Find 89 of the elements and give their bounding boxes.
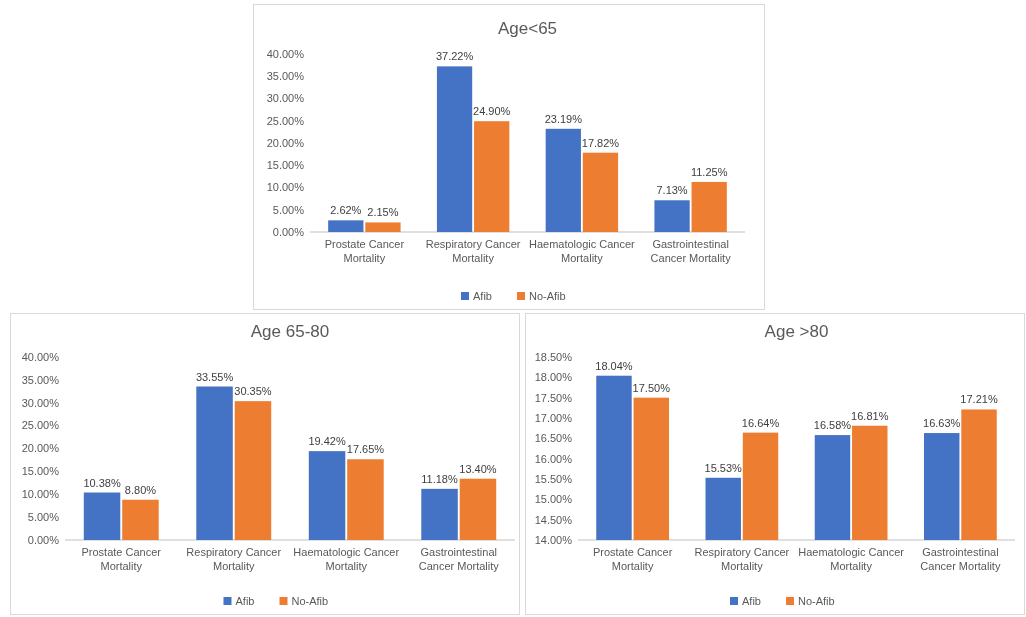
data-label: 16.58% bbox=[813, 419, 852, 432]
y-tick-label: 25.00% bbox=[21, 419, 60, 432]
x-tick-label: Prostate Cancer Mortality bbox=[592, 546, 673, 572]
data-label: 30.35% bbox=[234, 385, 272, 398]
y-tick-label: 0.00% bbox=[27, 533, 60, 546]
x-tick-label: Gastrointestinal Cancer Mortality bbox=[650, 238, 732, 264]
x-tick-label: Gastrointestinal Cancer Mortality bbox=[418, 546, 500, 572]
legend-label: No-Afib bbox=[529, 289, 566, 302]
bar bbox=[436, 66, 473, 232]
y-tick-label: 15.00% bbox=[21, 465, 60, 478]
bar bbox=[691, 181, 727, 232]
y-tick-label: 14.50% bbox=[534, 513, 573, 526]
legend-label: Afib bbox=[742, 594, 761, 607]
data-label: 17.21% bbox=[960, 393, 998, 406]
x-tick-label: Haematologic Cancer Mortality bbox=[293, 546, 400, 572]
y-tick-label: 20.00% bbox=[266, 136, 305, 149]
y-tick-label: 15.00% bbox=[266, 159, 305, 172]
x-tick-label: Gastrointestinal Cancer Mortality bbox=[920, 546, 1001, 572]
data-label: 18.04% bbox=[595, 359, 633, 372]
x-tick-label: Respiratory Cancer Mortality bbox=[694, 546, 790, 572]
chart-title: Age<65 bbox=[497, 19, 558, 38]
y-tick-label: 10.00% bbox=[21, 488, 60, 501]
bar bbox=[421, 488, 458, 540]
y-tick-label: 10.00% bbox=[266, 181, 305, 194]
bar bbox=[196, 386, 233, 540]
y-tick-label: 16.50% bbox=[534, 432, 573, 445]
x-tick-label: Prostate Cancer Mortality bbox=[324, 238, 405, 264]
bar bbox=[122, 499, 159, 540]
bar bbox=[545, 128, 581, 232]
legend-label: No-Afib bbox=[798, 594, 835, 607]
data-label: 15.53% bbox=[704, 461, 743, 474]
data-label: 8.80% bbox=[124, 483, 157, 496]
bar bbox=[308, 451, 346, 540]
data-label: 16.64% bbox=[741, 416, 780, 429]
y-tick-label: 5.00% bbox=[27, 510, 60, 523]
chart-title: Age >80 bbox=[764, 322, 829, 341]
bar bbox=[654, 200, 690, 232]
x-tick-label: Haematologic Cancer Mortality bbox=[798, 546, 905, 572]
y-tick-label: 17.00% bbox=[534, 411, 573, 424]
y-tick-label: 18.00% bbox=[534, 371, 573, 384]
data-label: 7.13% bbox=[656, 184, 688, 197]
x-tick-label: Respiratory Cancer Mortality bbox=[425, 238, 521, 264]
y-tick-label: 30.00% bbox=[21, 396, 60, 409]
legend-label: No-Afib bbox=[291, 594, 329, 607]
data-label: 17.65% bbox=[346, 443, 385, 456]
y-tick-label: 30.00% bbox=[266, 92, 305, 105]
y-tick-label: 5.00% bbox=[272, 203, 305, 216]
data-label: 10.38% bbox=[83, 476, 121, 489]
data-label: 2.15% bbox=[367, 206, 399, 219]
legend-label: Afib bbox=[473, 289, 492, 302]
data-label: 17.50% bbox=[632, 381, 671, 394]
y-tick-label: 35.00% bbox=[266, 70, 305, 83]
bar bbox=[234, 401, 272, 540]
y-tick-label: 35.00% bbox=[21, 373, 60, 386]
y-tick-label: 14.00% bbox=[534, 533, 573, 546]
data-label: 2.62% bbox=[330, 204, 362, 217]
bar bbox=[83, 492, 121, 540]
bar bbox=[582, 152, 619, 232]
y-tick-label: 0.00% bbox=[272, 225, 305, 238]
legend-label: Afib bbox=[235, 594, 255, 607]
chart-title: Age 65-80 bbox=[250, 322, 330, 341]
x-tick-label: Respiratory Cancer Mortality bbox=[186, 546, 282, 572]
y-tick-label: 20.00% bbox=[21, 442, 60, 455]
data-label: 23.19% bbox=[544, 112, 583, 125]
y-tick-label: 40.00% bbox=[266, 47, 305, 60]
data-label: 11.25% bbox=[690, 165, 728, 178]
data-label: 16.81% bbox=[851, 409, 889, 422]
data-label: 13.40% bbox=[459, 462, 497, 475]
y-tick-label: 15.00% bbox=[534, 493, 573, 506]
y-tick-label: 16.00% bbox=[534, 452, 573, 465]
data-label: 17.82% bbox=[581, 136, 620, 149]
data-label: 16.63% bbox=[923, 417, 961, 430]
bar bbox=[474, 121, 510, 232]
bar bbox=[459, 478, 497, 540]
y-tick-label: 40.00% bbox=[21, 350, 60, 363]
bar bbox=[365, 222, 401, 232]
bar bbox=[328, 220, 364, 232]
y-tick-label: 17.50% bbox=[534, 391, 573, 404]
y-tick-label: 15.50% bbox=[534, 472, 573, 485]
x-tick-label: Prostate Cancer Mortality bbox=[81, 546, 162, 572]
y-tick-label: 25.00% bbox=[266, 114, 305, 127]
bar bbox=[347, 459, 384, 540]
data-label: 37.22% bbox=[435, 50, 474, 63]
x-tick-label: Haematologic Cancer Mortality bbox=[528, 238, 636, 264]
y-tick-label: 18.50% bbox=[534, 350, 573, 363]
data-label: 19.42% bbox=[308, 435, 346, 448]
data-label: 11.18% bbox=[421, 472, 458, 485]
data-label: 33.55% bbox=[195, 370, 234, 383]
data-label: 24.90% bbox=[473, 105, 511, 118]
